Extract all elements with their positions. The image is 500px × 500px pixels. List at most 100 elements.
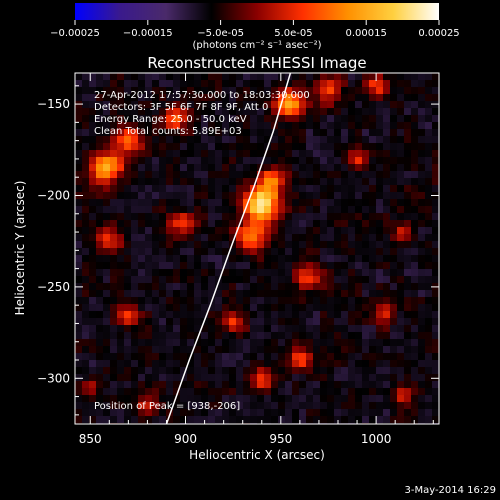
heatmap-cell bbox=[166, 143, 174, 151]
heatmap-cell bbox=[236, 213, 244, 221]
heatmap-cell bbox=[411, 381, 419, 389]
heatmap-cell bbox=[131, 192, 139, 200]
heatmap-cell bbox=[264, 101, 272, 109]
heatmap-cell bbox=[432, 395, 439, 403]
heatmap-cell bbox=[250, 234, 258, 242]
heatmap-cell bbox=[229, 269, 237, 277]
heatmap-cell bbox=[348, 248, 356, 256]
heatmap-cell bbox=[117, 241, 125, 249]
heatmap-cell bbox=[334, 122, 342, 130]
heatmap-cell bbox=[376, 206, 384, 214]
heatmap-cell bbox=[376, 367, 384, 375]
heatmap-cell bbox=[96, 360, 104, 368]
heatmap-cell bbox=[369, 136, 377, 144]
heatmap-cell bbox=[194, 388, 202, 396]
heatmap-cell bbox=[411, 402, 419, 410]
heatmap-cell bbox=[404, 213, 412, 221]
heatmap-cell bbox=[355, 255, 363, 263]
heatmap-cell bbox=[215, 325, 223, 333]
heatmap-cell bbox=[306, 73, 314, 81]
heatmap-cell bbox=[411, 80, 419, 88]
heatmap-cell bbox=[411, 409, 419, 417]
heatmap-cell bbox=[432, 311, 439, 319]
heatmap-cell bbox=[201, 409, 209, 417]
heatmap-cell bbox=[194, 143, 202, 151]
heatmap-cell bbox=[82, 353, 90, 361]
heatmap-cell bbox=[369, 108, 377, 116]
heatmap-cell bbox=[152, 241, 160, 249]
heatmap-cell bbox=[327, 290, 335, 298]
heatmap-cell bbox=[145, 402, 153, 410]
heatmap-cell bbox=[355, 220, 363, 228]
heatmap-cell bbox=[145, 136, 153, 144]
heatmap-cell bbox=[397, 297, 405, 305]
heatmap-cell bbox=[208, 157, 216, 165]
heatmap-cell bbox=[187, 332, 195, 340]
heatmap-cell bbox=[334, 108, 342, 116]
heatmap-cell bbox=[96, 395, 104, 403]
heatmap-cell bbox=[215, 213, 223, 221]
heatmap-cell bbox=[110, 255, 118, 263]
heatmap-cell bbox=[250, 227, 258, 235]
heatmap-cell bbox=[131, 178, 139, 186]
heatmap-cell bbox=[313, 227, 321, 235]
heatmap-cell bbox=[271, 276, 279, 284]
heatmap-cell bbox=[348, 73, 356, 81]
heatmap-cell bbox=[229, 136, 237, 144]
heatmap-cell bbox=[208, 290, 216, 298]
heatmap-cell bbox=[299, 241, 307, 249]
heatmap-cell bbox=[138, 367, 146, 375]
heatmap-cell bbox=[201, 129, 209, 137]
heatmap-cell bbox=[124, 311, 132, 319]
heatmap-cell bbox=[138, 339, 146, 347]
heatmap-cell bbox=[131, 332, 139, 340]
heatmap-cell bbox=[222, 374, 230, 382]
heatmap-cell bbox=[264, 374, 272, 382]
heatmap-cell bbox=[257, 234, 265, 242]
heatmap-cell bbox=[173, 199, 181, 207]
heatmap-cell bbox=[96, 416, 104, 424]
heatmap-cell bbox=[278, 178, 286, 186]
heatmap-cell bbox=[180, 304, 188, 312]
heatmap-cell bbox=[131, 80, 139, 88]
heatmap-cell bbox=[222, 206, 230, 214]
heatmap-cell bbox=[383, 87, 391, 95]
heatmap-cell bbox=[320, 199, 328, 207]
heatmap-cell bbox=[271, 367, 279, 375]
heatmap-cell bbox=[341, 115, 349, 123]
heatmap-cell bbox=[236, 164, 244, 172]
heatmap-cell bbox=[341, 311, 349, 319]
heatmap-cell bbox=[390, 178, 398, 186]
heatmap-cell bbox=[159, 80, 167, 88]
heatmap-cell bbox=[124, 283, 132, 291]
heatmap-cell bbox=[285, 318, 293, 326]
heatmap-cell bbox=[82, 101, 90, 109]
heatmap-cell bbox=[306, 101, 314, 109]
heatmap-cell bbox=[404, 227, 412, 235]
heatmap-cell bbox=[411, 290, 419, 298]
heatmap-cell bbox=[75, 115, 83, 123]
heatmap-cell bbox=[299, 332, 307, 340]
heatmap-cell bbox=[264, 206, 272, 214]
heatmap-cell bbox=[180, 262, 188, 270]
heatmap-cell bbox=[292, 73, 300, 81]
heatmap-cell bbox=[208, 283, 216, 291]
heatmap-cell bbox=[173, 367, 181, 375]
heatmap-cell bbox=[257, 367, 265, 375]
heatmap-cell bbox=[264, 248, 272, 256]
heatmap-cell bbox=[110, 101, 118, 109]
heatmap-cell bbox=[390, 332, 398, 340]
heatmap-cell bbox=[243, 304, 251, 312]
heatmap-cell bbox=[334, 290, 342, 298]
heatmap-cell bbox=[376, 248, 384, 256]
heatmap-cell bbox=[215, 94, 223, 102]
heatmap-cell bbox=[250, 276, 258, 284]
heatmap-cell bbox=[362, 80, 370, 88]
heatmap-cell bbox=[201, 206, 209, 214]
heatmap-cell bbox=[376, 262, 384, 270]
y-axis-tick-label: −150 bbox=[37, 97, 70, 111]
heatmap-cell bbox=[145, 80, 153, 88]
heatmap-cell bbox=[278, 409, 286, 417]
heatmap-cell bbox=[138, 297, 146, 305]
heatmap-cell bbox=[362, 129, 370, 137]
